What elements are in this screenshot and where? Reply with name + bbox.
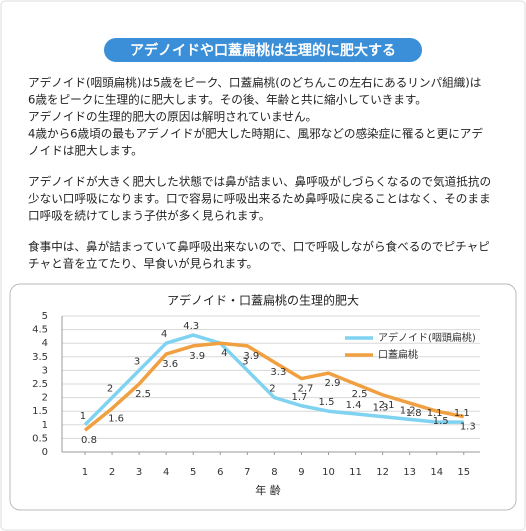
chart-title: アデノイド・口蓋扁桃の生理的肥大 <box>167 293 359 308</box>
data-label: 2.5 <box>135 389 151 400</box>
paragraph-line: 6歳をピークに生理的に肥大します。その後、年齢と共に縮小していきます。 <box>28 93 427 107</box>
y-tick-label: 2.5 <box>32 379 48 390</box>
x-tick-label: 11 <box>349 467 362 478</box>
data-label: 3 <box>134 356 140 367</box>
x-tick-label: 1 <box>82 467 88 478</box>
x-tick-label: 15 <box>457 467 470 478</box>
y-tick-label: 4.5 <box>32 325 48 336</box>
data-label: 1.4 <box>346 400 362 411</box>
header-pill <box>104 38 422 62</box>
paragraph-line: アデノイドの生理的肥大の原因は解明されていません。 <box>28 110 317 124</box>
x-tick-label: 9 <box>298 467 304 478</box>
header-title: アデノイドや口蓋扁桃は生理的に肥大する <box>130 42 396 59</box>
paragraph-line: アデノイドが大きく肥大した状態では鼻が詰まい、鼻呼吸がしづらくなるので気道抵抗の <box>28 175 491 189</box>
data-label: 1.5 <box>433 416 449 427</box>
data-label: 2.1 <box>379 400 395 411</box>
y-tick-label: 3.5 <box>32 352 48 363</box>
y-tick-label: 1.5 <box>32 406 48 417</box>
paragraph-line: 食事中は、鼻が詰まっていて鼻呼吸出来ないので、口で呼吸しながら食べるのでピチャピ <box>28 240 490 254</box>
x-axis-label: 年 齢 <box>255 483 281 497</box>
legend-label: アデノイド(咽頭扁桃) <box>378 331 476 344</box>
y-tick-label: 4 <box>42 338 48 349</box>
legend-label: 口蓋扁桃 <box>378 348 418 361</box>
x-tick-label: 7 <box>244 467 250 478</box>
y-tick-label: 2 <box>42 393 48 404</box>
data-label: 3.9 <box>189 351 205 362</box>
paragraph-line: 口呼吸を続けてしまう子供が多く見られます。 <box>28 209 270 223</box>
series-line <box>83 341 465 432</box>
data-label: 1.3 <box>373 403 389 414</box>
data-label: 2.7 <box>297 384 313 395</box>
paragraph-line: ノイドは肥大します。 <box>28 144 143 158</box>
x-tick-label: 13 <box>403 467 416 478</box>
data-label: 0.8 <box>81 435 97 446</box>
x-tick-label: 8 <box>271 467 277 478</box>
data-label: 3.9 <box>243 351 259 362</box>
data-label: 1.2 <box>400 405 416 416</box>
series-line <box>83 333 464 427</box>
x-tick-label: 10 <box>322 467 335 478</box>
paragraph-line: チャと音を立てたり、早食いが見られます。 <box>28 257 258 271</box>
x-tick-label: 6 <box>217 467 223 478</box>
x-tick-label: 4 <box>163 467 169 478</box>
y-tick-label: 0.5 <box>32 433 48 444</box>
data-label: 3.6 <box>162 359 178 370</box>
y-tick-label: 1 <box>42 420 48 431</box>
x-tick-label: 2 <box>109 467 115 478</box>
data-label: 1.7 <box>291 392 307 403</box>
data-label: 2 <box>107 384 113 395</box>
y-tick-label: 0 <box>42 447 48 458</box>
data-label: 1 <box>80 411 86 422</box>
x-tick-label: 3 <box>136 467 142 478</box>
data-label: 2.9 <box>325 378 341 389</box>
paragraph-line: アデノイド(咽頭扁桃)は5歳をピーク、口蓋扁桃(のどちんこの左右にあるリンパ組織… <box>28 76 482 90</box>
data-label: 1.6 <box>108 413 124 424</box>
data-label: 4.3 <box>183 321 199 332</box>
chart-frame <box>9 283 517 511</box>
data-label: 1.3 <box>460 422 476 433</box>
y-tick-label: 3 <box>42 365 48 376</box>
data-label: 1.8 <box>406 408 422 419</box>
data-label: 1.1 <box>454 408 470 419</box>
data-label: 4 <box>221 348 227 359</box>
paragraph-line: 少ない口呼吸になります。口で容易に呼吸出来るため鼻呼吸に戻ることはなく、そのまま <box>28 192 491 206</box>
x-tick-label: 14 <box>430 467 443 478</box>
x-tick-label: 5 <box>190 467 196 478</box>
y-tick-label: 5 <box>42 311 48 322</box>
data-label: 3.3 <box>270 367 286 378</box>
data-label: 2.5 <box>352 389 368 400</box>
data-label: 4 <box>161 329 167 340</box>
data-label: 3 <box>242 356 248 367</box>
data-label: 1.1 <box>427 408 443 419</box>
paragraph-line: 4歳から6歳頃の最もアデノイドが肥大した時期に、風邪などの感染症に罹ると更にアデ <box>28 127 483 141</box>
data-label: 1.5 <box>319 397 335 408</box>
data-label: 2 <box>269 384 275 395</box>
x-tick-label: 12 <box>376 467 389 478</box>
